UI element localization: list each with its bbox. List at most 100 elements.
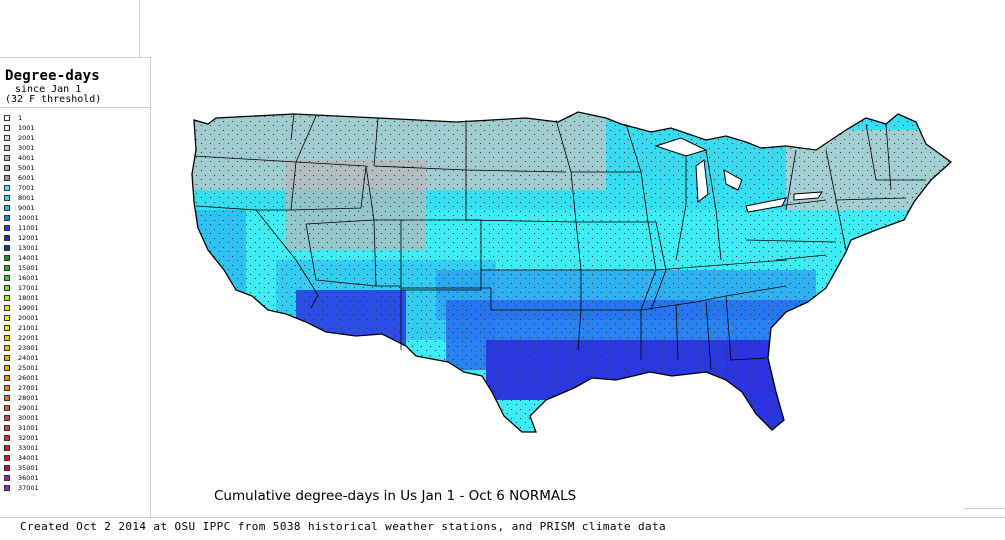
legend-item: 6001 (4, 173, 39, 183)
state-borders (193, 113, 926, 371)
legend-label: 36001 (18, 474, 39, 482)
legend-label: 28001 (18, 394, 39, 402)
legend-item: 14001 (4, 253, 39, 263)
legend-label: 34001 (18, 454, 39, 462)
legend-swatch (4, 275, 10, 281)
legend-swatch (4, 215, 10, 221)
legend-swatch (4, 305, 10, 311)
legend-swatch (4, 255, 10, 261)
legend-item: 15001 (4, 263, 39, 273)
legend-label: 33001 (18, 444, 39, 452)
legend-item: 21001 (4, 323, 39, 333)
legend-label: 21001 (18, 324, 39, 332)
legend-swatch (4, 225, 10, 231)
legend-swatch (4, 315, 10, 321)
legend-item: 4001 (4, 153, 39, 163)
legend-swatch (4, 165, 10, 171)
legend-label: 32001 (18, 434, 39, 442)
legend-label: 16001 (18, 274, 39, 282)
great-lakes (654, 137, 823, 213)
legend-header-divider (0, 107, 150, 108)
legend-label: 9001 (18, 204, 35, 212)
legend-label: 1 (18, 114, 23, 122)
legend-swatch (4, 195, 10, 201)
legend-title: Degree-days (5, 68, 100, 84)
legend-label: 26001 (18, 374, 39, 382)
legend-swatch (4, 265, 10, 271)
legend-label: 15001 (18, 264, 39, 272)
legend-label: 37001 (18, 484, 39, 492)
legend-swatch (4, 415, 10, 421)
legend-label: 14001 (18, 254, 39, 262)
legend-swatch (4, 325, 10, 331)
legend-label: 30001 (18, 414, 39, 422)
legend-swatch (4, 185, 10, 191)
legend-swatch (4, 465, 10, 471)
legend-item: 18001 (4, 293, 39, 303)
legend-label: 20001 (18, 314, 39, 322)
legend-label: 19001 (18, 304, 39, 312)
legend-swatch (4, 125, 10, 131)
legend-item: 34001 (4, 453, 39, 463)
legend-item: 11001 (4, 223, 39, 233)
legend-item: 8001 (4, 193, 39, 203)
legend-panel (0, 57, 151, 518)
legend-swatch (4, 455, 10, 461)
legend-item: 25001 (4, 363, 39, 373)
legend-swatch (4, 335, 10, 341)
legend-item: 1001 (4, 123, 39, 133)
legend-item: 29001 (4, 403, 39, 413)
legend-item: 10001 (4, 213, 39, 223)
legend-swatch (4, 205, 10, 211)
legend-label: 24001 (18, 354, 39, 362)
legend-item: 27001 (4, 383, 39, 393)
legend-label: 8001 (18, 194, 35, 202)
legend-swatch (4, 355, 10, 361)
legend-swatch (4, 245, 10, 251)
legend-item: 22001 (4, 333, 39, 343)
legend-item: 23001 (4, 343, 39, 353)
legend-swatch (4, 485, 10, 491)
top-divider (139, 0, 140, 57)
legend-label: 23001 (18, 344, 39, 352)
legend-label: 31001 (18, 424, 39, 432)
legend-label: 25001 (18, 364, 39, 372)
legend-swatch (4, 345, 10, 351)
legend-label: 12001 (18, 234, 39, 242)
legend-subtitle-1: since Jan 1 (15, 84, 82, 95)
legend-item: 36001 (4, 473, 39, 483)
legend-label: 6001 (18, 174, 35, 182)
legend-item: 12001 (4, 233, 39, 243)
legend-label: 1001 (18, 124, 35, 132)
legend-item: 3001 (4, 143, 39, 153)
legend-label: 35001 (18, 464, 39, 472)
legend-swatch (4, 175, 10, 181)
legend-swatch (4, 435, 10, 441)
legend-item: 37001 (4, 483, 39, 493)
legend-item: 5001 (4, 163, 39, 173)
legend-item: 13001 (4, 243, 39, 253)
legend-item: 2001 (4, 133, 39, 143)
us-outline (191, 111, 953, 433)
legend-label: 2001 (18, 134, 35, 142)
legend-item: 1 (4, 113, 39, 123)
map-title: Cumulative degree-days in Us Jan 1 - Oct… (214, 488, 577, 504)
legend-label: 3001 (18, 144, 35, 152)
legend-swatch (4, 155, 10, 161)
legend-item: 17001 (4, 283, 39, 293)
legend-label: 4001 (18, 154, 35, 162)
legend-label: 7001 (18, 184, 35, 192)
legend-swatch (4, 135, 10, 141)
legend-swatch (4, 475, 10, 481)
legend-label: 5001 (18, 164, 35, 172)
legend-subtitle-2: (32 F threshold) (5, 94, 102, 105)
legend-item: 35001 (4, 463, 39, 473)
legend-swatch (4, 405, 10, 411)
legend-label: 27001 (18, 384, 39, 392)
legend-label: 13001 (18, 244, 39, 252)
legend-swatch (4, 285, 10, 291)
legend-label: 17001 (18, 284, 39, 292)
credit-line: Created Oct 2 2014 at OSU IPPC from 5038… (20, 520, 667, 533)
legend-swatch (4, 425, 10, 431)
legend-item: 16001 (4, 273, 39, 283)
